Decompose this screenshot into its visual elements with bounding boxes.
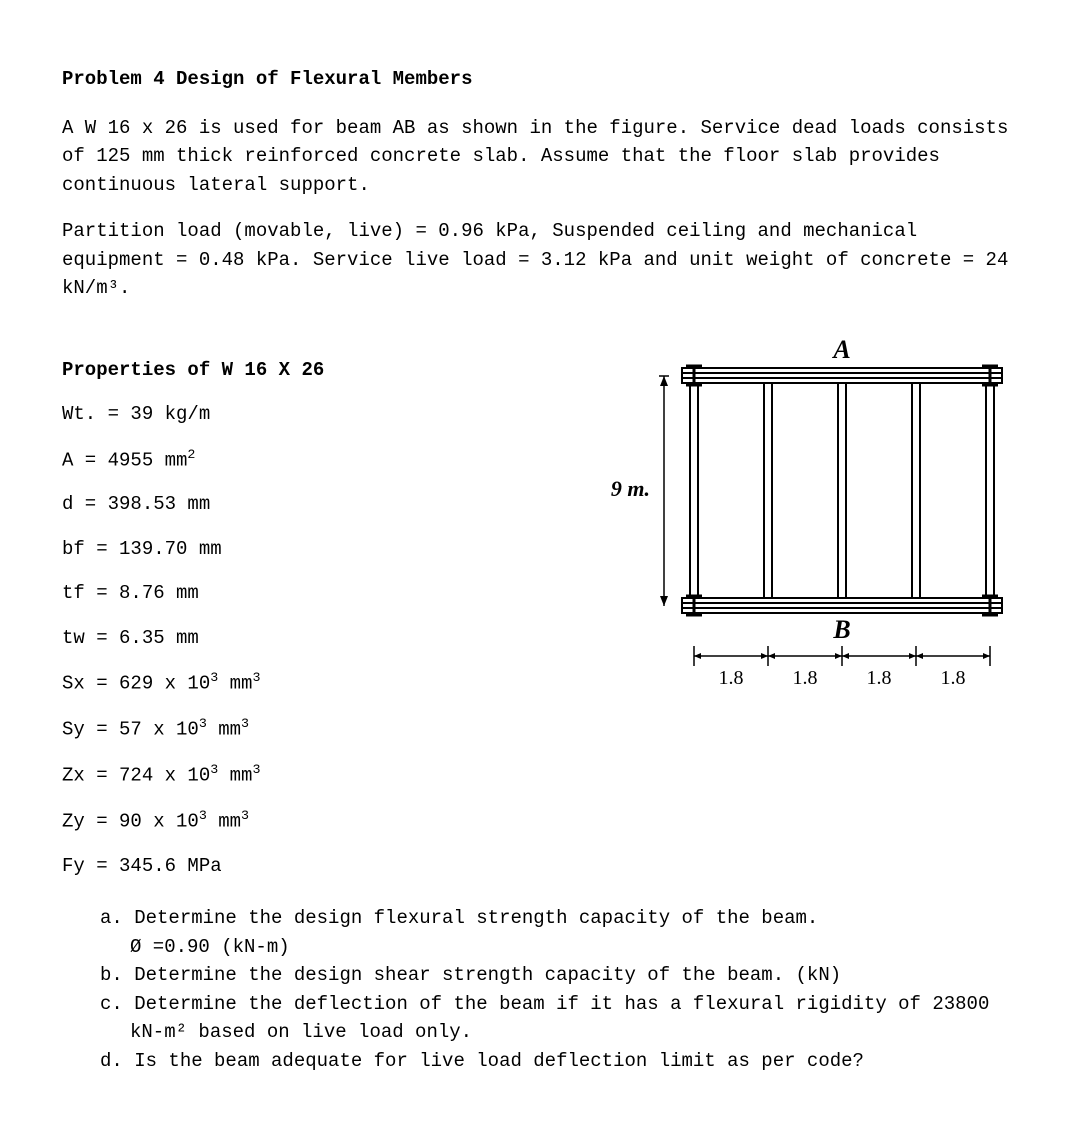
prop-Zy: Zy = 90 x 103 mm3	[62, 806, 592, 836]
prop-A: A = 4955 mm2	[62, 445, 592, 475]
prop-Fy: Fy = 345.6 MPa	[62, 852, 592, 881]
svg-text:1.8: 1.8	[867, 667, 892, 689]
prop-tw: tw = 6.35 mm	[62, 624, 592, 653]
prop-tf: tf = 8.76 mm	[62, 579, 592, 608]
question-d: d. Is the beam adequate for live load de…	[100, 1047, 1018, 1076]
label-B: B	[832, 615, 850, 644]
properties-list: Wt. = 39 kg/m A = 4955 mm2 d = 398.53 mm…	[62, 400, 592, 880]
svg-text:1.8: 1.8	[793, 667, 818, 689]
label-A: A	[831, 336, 850, 364]
prop-wt: Wt. = 39 kg/m	[62, 400, 592, 429]
prop-Sx: Sx = 629 x 103 mm3	[62, 668, 592, 698]
prop-d: d = 398.53 mm	[62, 490, 592, 519]
questions: a. Determine the design flexural strengt…	[62, 904, 1018, 1075]
beam-figure: 9 m.	[592, 321, 1022, 716]
properties-title: Properties of W 16 X 26	[62, 356, 592, 385]
paragraph-1: A W 16 x 26 is used for beam AB as shown…	[62, 114, 1018, 200]
height-label: 9 m.	[611, 476, 650, 501]
paragraph-2: Partition load (movable, live) = 0.96 kP…	[62, 217, 1018, 303]
prop-bf: bf = 139.70 mm	[62, 535, 592, 564]
question-a: a. Determine the design flexural strengt…	[100, 904, 1018, 933]
bottom-beam	[682, 598, 1002, 613]
prop-Zx: Zx = 724 x 103 mm3	[62, 760, 592, 790]
svg-text:1.8: 1.8	[719, 667, 744, 689]
svg-text:1.8: 1.8	[941, 667, 966, 689]
top-beam	[682, 368, 1002, 383]
question-a-sub: Ø =0.90 (kN-m)	[100, 933, 1018, 962]
problem-title: Problem 4 Design of Flexural Members	[62, 65, 1018, 94]
prop-Sy: Sy = 57 x 103 mm3	[62, 714, 592, 744]
question-b: b. Determine the design shear strength c…	[100, 961, 1018, 990]
question-c: c. Determine the deflection of the beam …	[100, 990, 1018, 1047]
